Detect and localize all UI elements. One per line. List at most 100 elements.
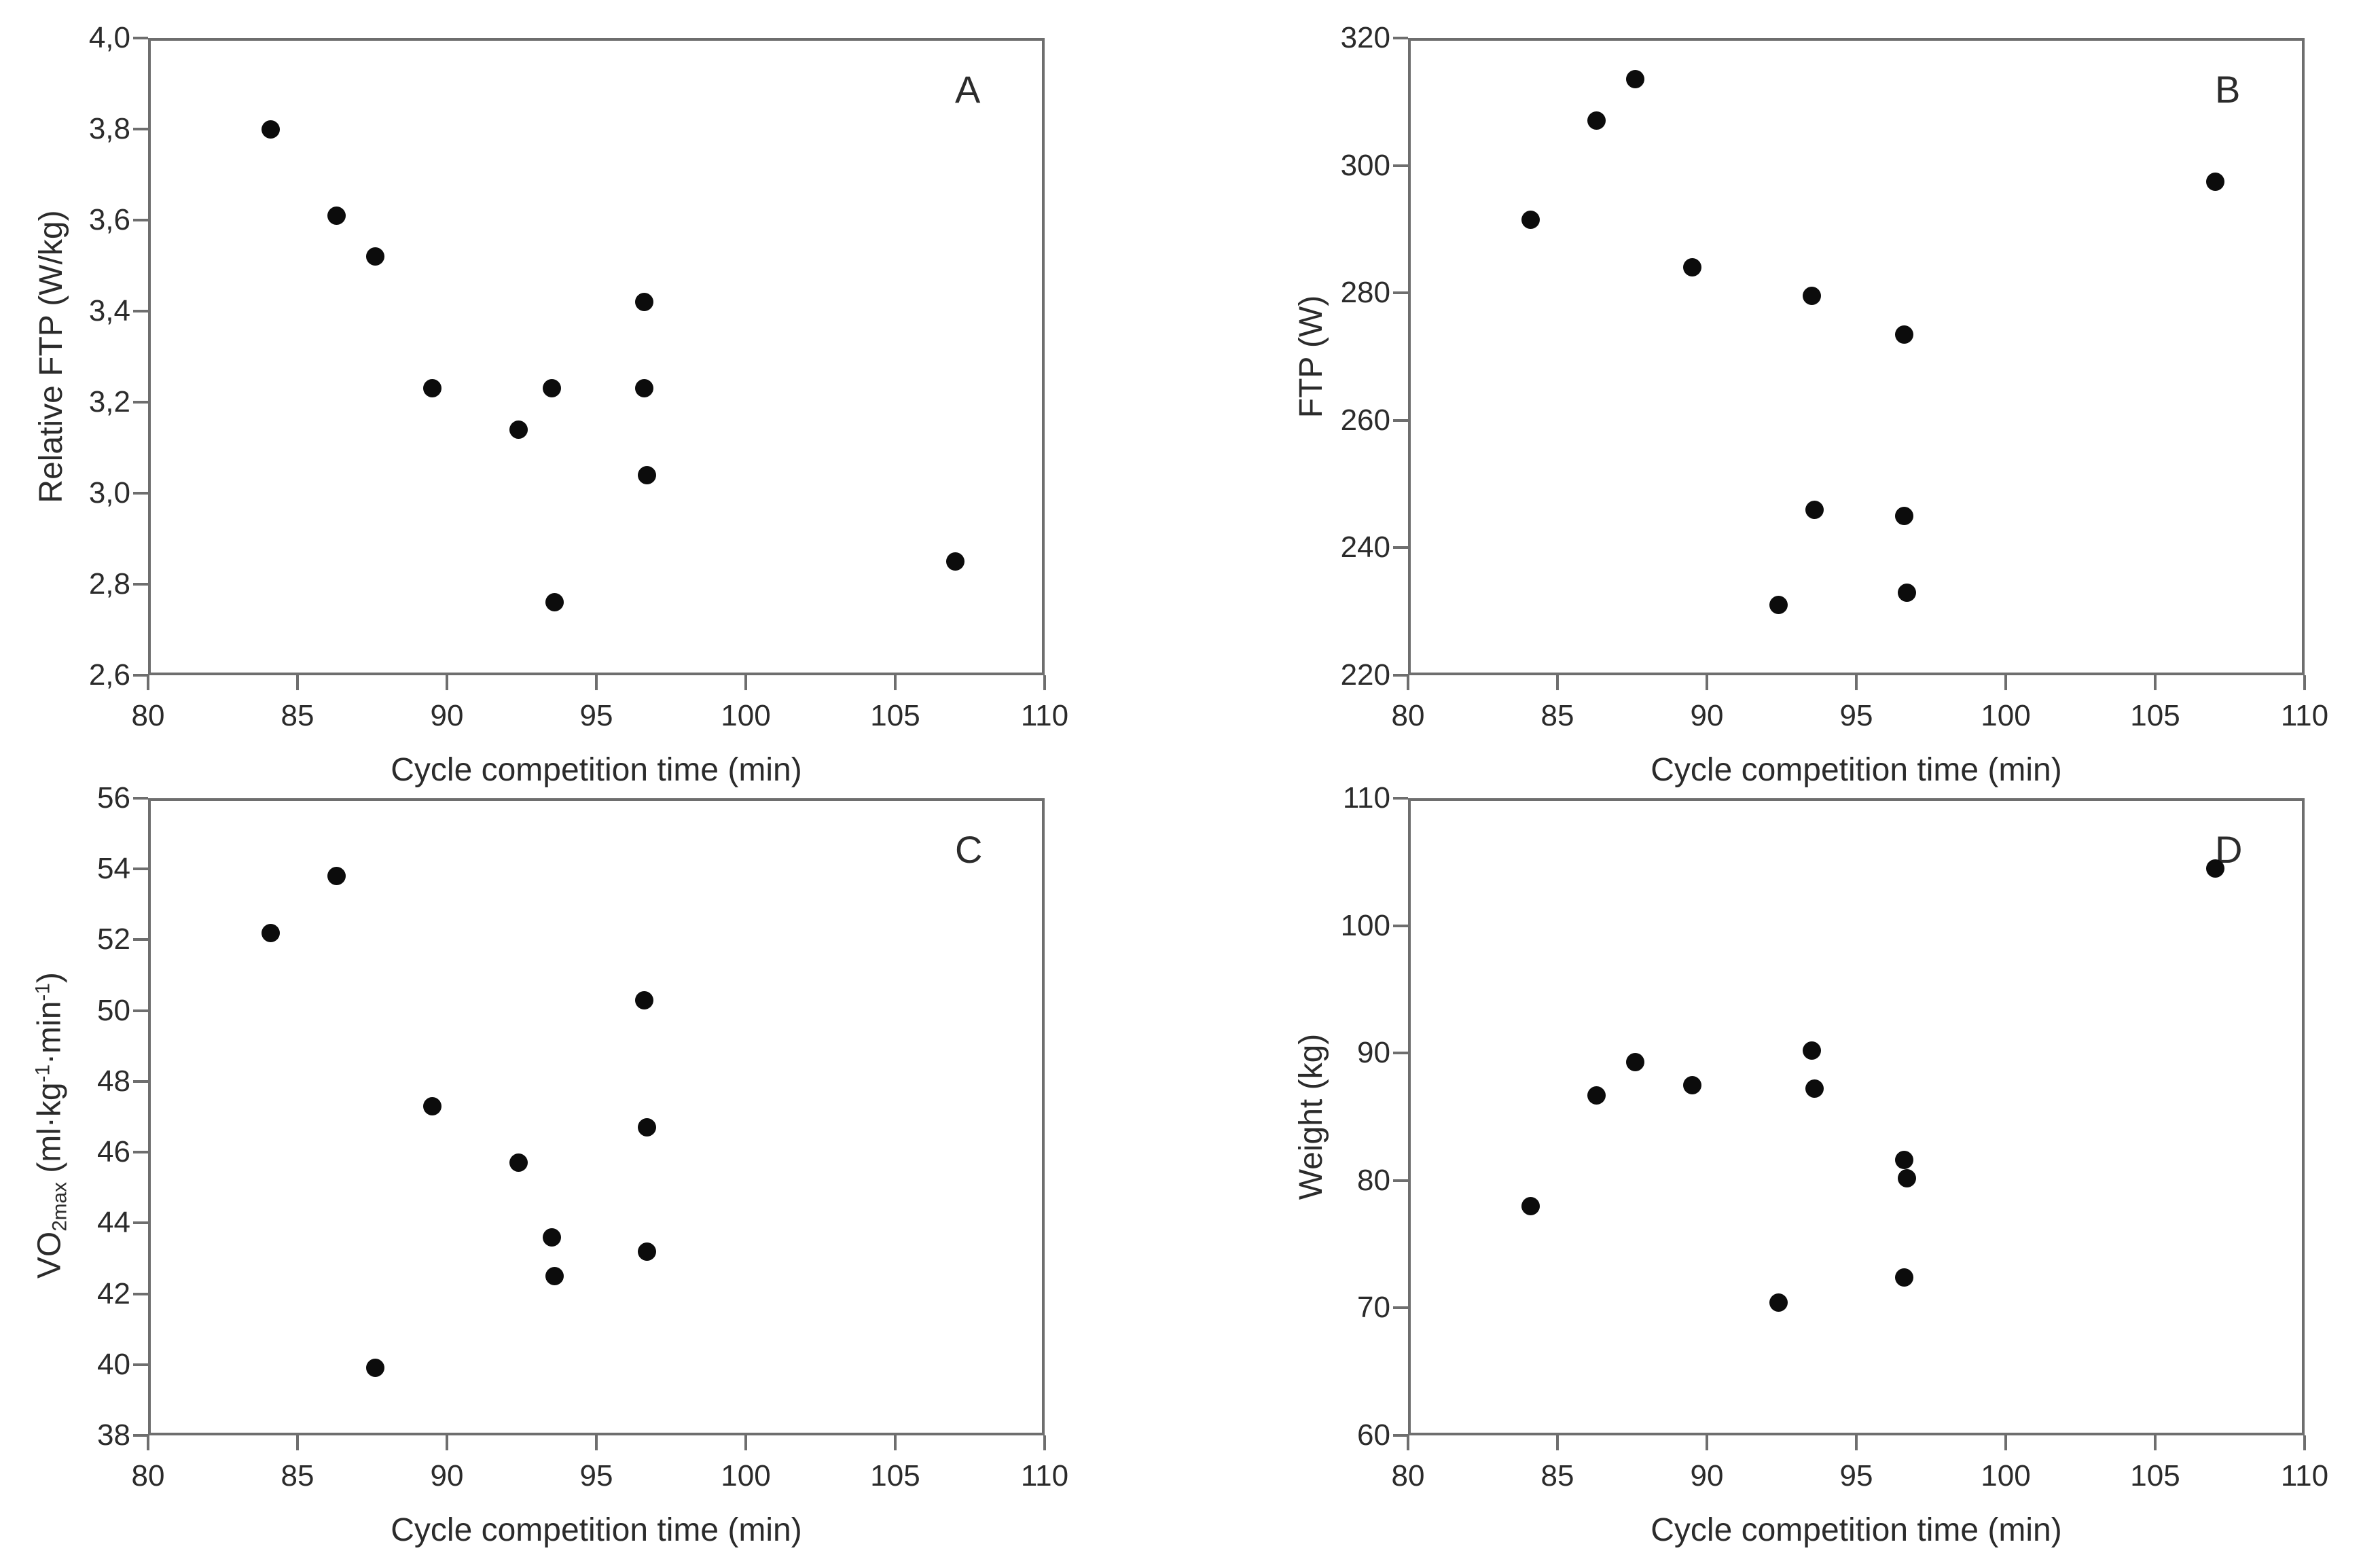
y-tick-mark [133,797,148,800]
x-tick-mark [595,675,598,690]
y-tick-label: 42 [97,1276,130,1310]
y-tick-label: 70 [1357,1291,1390,1325]
x-tick-label: 105 [2130,1459,2180,1492]
plot-frame [148,798,1045,1435]
x-tick-label: 110 [1020,1459,1069,1492]
y-axis-title-segment: FTP (W) [1293,295,1329,418]
data-point [634,293,653,312]
y-tick-label: 38 [97,1418,130,1452]
y-tick-mark [133,1079,148,1083]
x-tick-mark [2004,675,2007,690]
y-tick-label: 2,8 [88,567,130,601]
y-axis-title-segment: Weight (kg) [1293,1033,1329,1200]
x-tick-mark [296,675,299,690]
x-tick-label: 80 [1391,699,1425,732]
data-point [1894,507,1913,525]
y-tick-mark [133,583,148,586]
y-axis-title: Weight (kg) [1293,798,1331,1436]
y-tick-mark [133,1151,148,1154]
panel-letter-C: C [955,828,983,871]
x-tick-label: 110 [2280,699,2329,732]
y-tick-mark [133,674,148,677]
x-tick-mark [894,675,897,690]
y-tick-mark [1393,37,1408,39]
x-tick-mark [744,675,747,690]
y-tick-label: 4,0 [88,21,130,54]
y-tick-label: 3,2 [88,385,130,418]
x-tick-label: 105 [870,699,920,732]
data-point [327,867,346,886]
x-axis-title: Cycle competition time (min) [391,752,802,788]
data-point [261,923,280,942]
data-point [1769,596,1788,615]
data-point [545,593,564,612]
y-tick-mark [133,219,148,221]
y-tick-label: 3,0 [88,476,130,509]
data-point [365,1359,384,1378]
y-tick-label: 240 [1340,531,1390,565]
y-tick-label: 2,6 [88,658,130,692]
y-tick-mark [1393,1434,1408,1437]
data-point [1898,583,1917,602]
y-tick-label: 320 [1340,21,1390,54]
x-tick-label: 95 [579,1459,613,1492]
data-point [1769,1293,1788,1312]
x-tick-label: 90 [1690,1459,1724,1492]
y-tick-label: 48 [97,1064,130,1098]
data-point [1682,1075,1701,1094]
panel-C: 80 85 90 95 100 105 110 56 54 52 50 48 46 44 42 40 38 Cyc… [0,778,1190,1557]
y-tick-mark [1393,1052,1408,1055]
x-tick-label: 110 [2280,1459,2329,1492]
y-tick-label: 100 [1340,908,1390,942]
y-axis-title-segment: -1 [31,1064,54,1083]
x-tick-label: 80 [1391,1459,1425,1492]
data-point [2205,172,2224,191]
x-tick-label: 90 [1690,699,1724,732]
y-axis-title-segment: (ml·kg [31,1082,68,1183]
y-axis-title-segment: -1 [31,983,54,1001]
data-point [1898,1168,1917,1187]
data-point [1894,325,1913,344]
y-axis-title: FTP (W) [1293,37,1331,676]
panel-letter-B: B [2215,68,2241,111]
data-point [509,1153,528,1173]
y-tick-mark [133,128,148,130]
x-tick-mark [2303,1435,2306,1450]
x-tick-mark [2154,1435,2157,1450]
x-tick-mark [1043,675,1046,690]
data-point [1587,1086,1606,1105]
x-tick-label: 85 [281,1459,314,1492]
x-tick-mark [296,1435,299,1450]
y-tick-mark [1393,797,1408,800]
y-tick-mark [133,1221,148,1225]
data-point [542,379,561,398]
data-point [2205,859,2224,878]
plot-frame [148,38,1045,675]
y-tick-label: 40 [97,1347,130,1381]
y-tick-mark [133,1434,148,1437]
data-point [1805,1079,1824,1098]
x-tick-label: 105 [870,1459,920,1492]
x-tick-label: 85 [1540,699,1574,732]
y-tick-label: 52 [97,923,130,956]
y-tick-mark [1393,546,1408,550]
y-axis-title: VO2max (ml·kg-1·min-1) [24,806,79,1445]
x-tick-label: 80 [131,1459,165,1492]
data-point [638,465,657,484]
x-tick-label: 85 [281,699,314,732]
x-tick-mark [147,675,149,690]
x-tick-mark [2154,675,2157,690]
x-tick-label: 90 [430,1459,464,1492]
y-tick-mark [133,492,148,495]
x-axis-title: Cycle competition time (min) [391,1512,802,1548]
y-tick-mark [133,310,148,312]
y-tick-mark [133,37,148,39]
y-tick-label: 56 [97,781,130,815]
panel-letter-A: A [955,68,981,111]
x-tick-mark [1855,1435,1858,1450]
y-axis-title: Relative FTP (W/kg) [33,37,71,676]
data-point [1521,1196,1540,1215]
x-tick-mark [2004,1435,2007,1450]
y-tick-label: 3,8 [88,112,130,145]
